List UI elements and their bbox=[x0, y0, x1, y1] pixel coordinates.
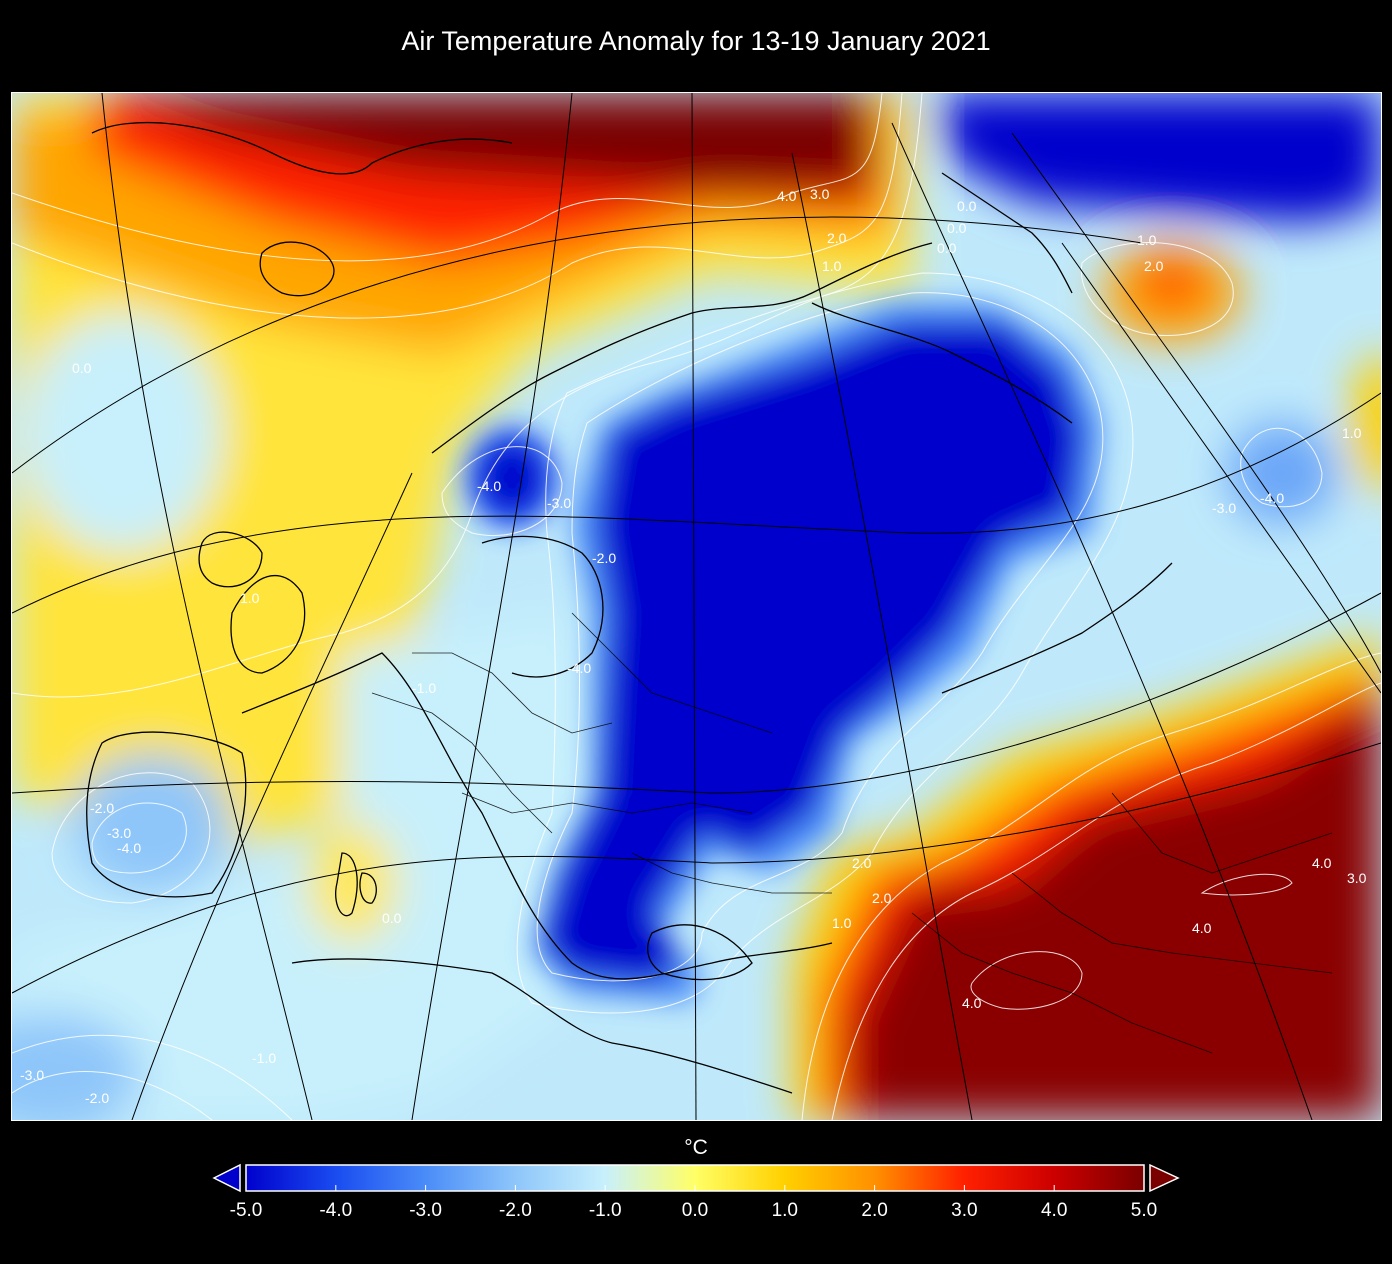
contour-label: 1.0 bbox=[832, 915, 852, 931]
colorbar-over-arrow bbox=[1149, 1163, 1180, 1193]
contour-label: 1.0 bbox=[240, 590, 260, 606]
colorbar bbox=[212, 1163, 1180, 1193]
country-borders bbox=[371, 612, 1333, 1054]
anomaly-map: 4.0 3.0 2.0 1.0 -4.0 -3.0 -2.0 -4.0 -1.0… bbox=[12, 93, 1381, 1120]
colorbar-under-arrow bbox=[212, 1163, 241, 1193]
colorbar-tick-label: -5.0 bbox=[229, 1200, 263, 1221]
contour-label: 3.0 bbox=[810, 186, 830, 202]
map-panel: 4.0 3.0 2.0 1.0 -4.0 -3.0 -2.0 -4.0 -1.0… bbox=[11, 92, 1382, 1121]
colorbar-tick-label: -2.0 bbox=[499, 1200, 532, 1221]
contour-label: 0.0 bbox=[937, 240, 957, 256]
contour-label: 0.0 bbox=[382, 910, 402, 926]
contour-label: 4.0 bbox=[962, 995, 982, 1011]
colorbar-tick-label: 4.0 bbox=[1040, 1200, 1068, 1221]
contour-label: 1.0 bbox=[1342, 425, 1362, 441]
colorbar-tick-label: -1.0 bbox=[588, 1200, 622, 1221]
colorbar-tick-label: -3.0 bbox=[409, 1200, 442, 1221]
contour-label: 4.0 bbox=[777, 188, 797, 204]
colorbar-tick-label: 2.0 bbox=[861, 1200, 888, 1221]
contour-label: 4.0 bbox=[1192, 920, 1212, 936]
graticule bbox=[12, 93, 1381, 1120]
colorbar-tick-label: 5.0 bbox=[1130, 1200, 1158, 1221]
contour-label: -4.0 bbox=[477, 478, 501, 494]
colorbar-tick-label: 0.0 bbox=[681, 1200, 709, 1221]
contour-label: -4.0 bbox=[567, 660, 591, 676]
contour-label: -1.0 bbox=[412, 680, 436, 696]
contour-label: 0.0 bbox=[957, 198, 977, 214]
contour-label: -4.0 bbox=[117, 840, 141, 856]
contour-label: 2.0 bbox=[872, 890, 892, 906]
colorbar-ticks bbox=[245, 1185, 1145, 1191]
contour-label: -3.0 bbox=[1212, 500, 1236, 516]
contour-label: -2.0 bbox=[90, 800, 114, 816]
contour-label: -4.0 bbox=[1260, 490, 1284, 506]
contour-label: -2.0 bbox=[592, 550, 616, 566]
coastlines bbox=[86, 121, 1173, 1094]
contour-label: 2.0 bbox=[852, 855, 872, 871]
colorbar-tick-label: 3.0 bbox=[951, 1200, 978, 1221]
contour-label: 2.0 bbox=[1144, 258, 1164, 274]
contour-label: 1.0 bbox=[822, 258, 842, 274]
contour-label: 0.0 bbox=[72, 360, 92, 376]
contour-label: -2.0 bbox=[85, 1090, 109, 1106]
contour-label: 4.0 bbox=[1312, 855, 1332, 871]
colorbar-unit: °C bbox=[684, 1136, 708, 1159]
contour-label: -3.0 bbox=[20, 1067, 44, 1083]
colorbar-tick-label: -4.0 bbox=[319, 1200, 353, 1221]
contour-label: 0.0 bbox=[947, 220, 967, 236]
contour-label: 3.0 bbox=[1347, 870, 1367, 886]
contour-label: -1.0 bbox=[252, 1050, 276, 1066]
temperature-field bbox=[12, 93, 1381, 1120]
contour-label: 2.0 bbox=[827, 230, 847, 246]
map-title: Air Temperature Anomaly for 13-19 Januar… bbox=[401, 26, 991, 56]
contour-label: -3.0 bbox=[107, 825, 131, 841]
contour-label: -3.0 bbox=[547, 495, 571, 511]
contour-labels: 4.0 3.0 2.0 1.0 -4.0 -3.0 -2.0 -4.0 -1.0… bbox=[20, 186, 1367, 1106]
colorbar-tick-label: 1.0 bbox=[771, 1200, 798, 1221]
contour-label: 1.0 bbox=[1137, 232, 1157, 248]
